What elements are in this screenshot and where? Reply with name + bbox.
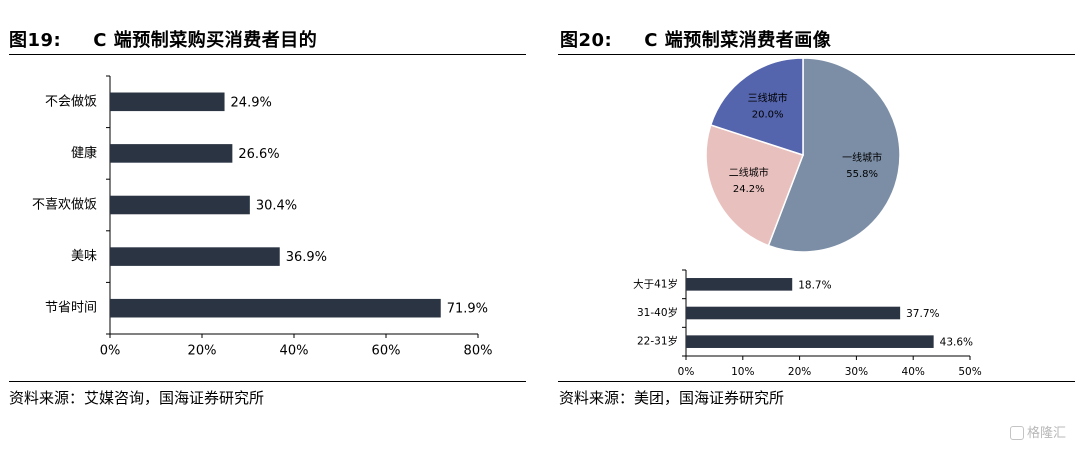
- purpose-value-label: 24.9%: [231, 95, 272, 110]
- left-source: 资料来源：艾媒咨询，国海证券研究所: [9, 389, 265, 407]
- pie-slice-value: 24.2%: [733, 184, 765, 195]
- purpose-bar: [110, 247, 280, 266]
- purpose-x-tick-label: 40%: [280, 344, 309, 359]
- age-x-tick-label: 0%: [678, 366, 695, 378]
- purpose-value-label: 30.4%: [256, 199, 297, 214]
- age-x-tick-label: 40%: [902, 366, 925, 378]
- left-source-rule: [9, 381, 526, 382]
- purpose-bar: [110, 195, 250, 215]
- watermark-logo-icon: [1010, 426, 1024, 440]
- pie-slice-value: 20.0%: [752, 109, 784, 120]
- right-source: 资料来源：美团，国海证券研究所: [559, 389, 785, 407]
- pie-slice: [709, 57, 804, 157]
- age-x-tick-label: 10%: [731, 366, 754, 378]
- purpose-bar: [110, 144, 233, 163]
- age-x-tick-label: 50%: [958, 366, 981, 378]
- purpose-value-label: 36.9%: [286, 250, 327, 265]
- right-figure-title: 图20: C 端预制菜消费者画像: [560, 26, 831, 52]
- purpose-x-tick-label: 20%: [188, 344, 217, 359]
- age-bar: [686, 335, 934, 348]
- purpose-x-tick-label: 80%: [464, 344, 493, 359]
- purpose-category-label: 健康: [71, 145, 97, 161]
- right-figure-number: 图20:: [560, 30, 613, 51]
- right-source-rule: [558, 381, 1075, 382]
- watermark-text: 格隆汇: [1027, 426, 1067, 441]
- purpose-bar: [110, 298, 441, 318]
- age-value-label: 18.7%: [798, 279, 831, 291]
- purpose-category-label: 节省时间: [45, 301, 97, 316]
- left-figure-title: 图19: C 端预制菜购买消费者目的: [9, 26, 317, 52]
- age-x-tick-label: 20%: [788, 366, 811, 378]
- pie-slice-name: 一线城市: [842, 151, 882, 164]
- left-title-rule: [9, 54, 526, 55]
- left-figure-title-text: C 端预制菜购买消费者目的: [93, 30, 318, 51]
- watermark: 格隆汇: [1010, 422, 1066, 441]
- purpose-x-tick-label: 0%: [100, 344, 121, 359]
- age-category-label: 22-31岁: [637, 335, 678, 348]
- pie-slice: [705, 124, 804, 247]
- age-category-label: 大于41岁: [633, 277, 678, 290]
- purpose-x-tick-label: 60%: [372, 344, 401, 359]
- age-bar: [686, 278, 793, 291]
- age-bar: [686, 306, 901, 320]
- purpose-category-label: 美味: [71, 249, 97, 264]
- pie-slice-value: 55.8%: [846, 169, 878, 180]
- pie-slice-name: 二线城市: [729, 166, 769, 179]
- purpose-category-label: 不会做饭: [45, 94, 97, 109]
- pie-slice-name: 三线城市: [748, 91, 788, 104]
- age-category-label: 31-40岁: [637, 306, 678, 319]
- purpose-value-label: 71.9%: [447, 302, 488, 317]
- pie-slice: [767, 57, 901, 253]
- right-figure-title-text: C 端预制菜消费者画像: [644, 30, 832, 51]
- purpose-bar: [110, 92, 225, 112]
- right-title-rule: [558, 54, 1075, 55]
- age-value-label: 43.6%: [940, 337, 973, 349]
- age-value-label: 37.7%: [906, 308, 939, 320]
- purpose-category-label: 不喜欢做饭: [32, 198, 97, 213]
- purpose-value-label: 26.6%: [238, 147, 279, 162]
- age-x-tick-label: 30%: [845, 366, 868, 378]
- left-figure-number: 图19:: [9, 30, 62, 51]
